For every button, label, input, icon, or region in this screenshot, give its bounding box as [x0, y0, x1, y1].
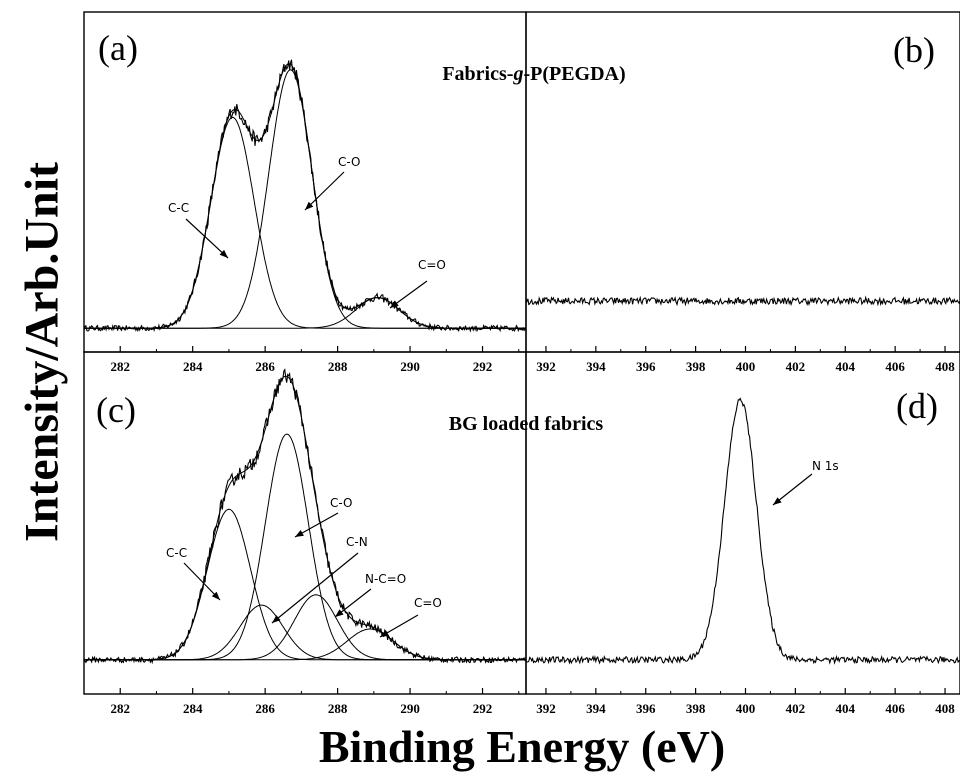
panel-d: 392 394 396 398 400 402 404 406 408 (d) N 1s — [525, 351, 960, 716]
panel-c-xtick-label-292: 292 — [473, 701, 493, 716]
panel-b-xtick-label-398: 398 — [686, 359, 706, 374]
panel-b-xtick-label-408: 408 — [935, 359, 955, 374]
panel-d-xtick-label-406: 406 — [885, 701, 905, 716]
panel-d-xtick-label-402: 402 — [786, 701, 806, 716]
panel-c-arrow-c-c — [183, 562, 221, 601]
panel-a-peak-c-o — [84, 69, 526, 329]
panel-c-peak-c-n — [84, 604, 526, 661]
panel-c-xtick-label-286: 286 — [255, 701, 275, 716]
panel-c-peak-n-c-o — [84, 594, 526, 661]
panel-b-xtick-label-392: 392 — [536, 359, 556, 374]
panel-c-annotation-c-o: C-O — [330, 496, 353, 510]
panel-a-xtick-label-282: 282 — [110, 359, 130, 374]
panel-c-xtick-label-284: 284 — [183, 701, 203, 716]
panel-c-arrowhead-n-c-o — [335, 609, 344, 617]
panel-c-spectrum — [83, 368, 527, 665]
panel-b-xtick-label-402: 402 — [786, 359, 806, 374]
panel-c-annotation-c-c: C-C — [166, 546, 187, 560]
panel-a-label: (a) — [98, 28, 138, 68]
panel-c-xtick-label-282: 282 — [110, 701, 130, 716]
panel-c-arrowhead-c-c — [211, 591, 220, 600]
panel-d-xtick-label-404: 404 — [836, 701, 856, 716]
panel-c-peak-c-o — [84, 433, 526, 661]
panel-a-peak-c-o — [84, 297, 526, 329]
panel-c-xtick-label-288: 288 — [328, 701, 348, 716]
panel-b-xtick-label-400: 400 — [736, 359, 756, 374]
panel-d-arrowhead-n-1s — [773, 497, 782, 505]
panel-a-title-italic: g — [512, 63, 523, 85]
panel-a-title: Fabrics-g-P(PEGDA) — [442, 63, 625, 85]
panel-b-label: (b) — [893, 30, 935, 70]
panel-b-xtick-label-404: 404 — [836, 359, 856, 374]
panel-c-label: (c) — [96, 390, 136, 430]
panel-a-arrowhead-c-o — [305, 201, 314, 210]
panel-a: 282 284 286 288 290 292 (a) Fabrics-g-P(PEGDA) C… — [83, 11, 626, 374]
panel-b-xtick-label-396: 396 — [636, 359, 656, 374]
panel-c-peak-c-o — [84, 628, 526, 661]
panel-c-frame — [83, 351, 527, 695]
panel-d-label: (d) — [896, 386, 938, 426]
panel-d-xtick-label-394: 394 — [586, 701, 606, 716]
panel-a-xtick-label-292: 292 — [473, 359, 493, 374]
panel-c-xtick-label-290: 290 — [400, 701, 420, 716]
panel-a-annotation-c-c: C-C — [168, 201, 189, 215]
panel-b-xtick-label-406: 406 — [885, 359, 905, 374]
panel-d-xtick-label-400: 400 — [736, 701, 756, 716]
panel-d-xtick-label-408: 408 — [935, 701, 955, 716]
panel-a-arrow-c-o — [304, 171, 345, 211]
panel-a-arrow-c-c — [185, 218, 229, 259]
panel-b-spectrum — [525, 295, 960, 307]
panel-c: 282 284 286 288 290 292(c) BG loaded fabricsC-… — [83, 351, 603, 716]
panel-a-spectrum — [83, 59, 527, 333]
panel-c-arrow-c-n — [271, 552, 359, 624]
panel-b: 392 394 396 398 400 402 404 406 408 (b) — [525, 11, 960, 374]
panel-d-xtick-label-398: 398 — [686, 701, 706, 716]
panel-a-xtick-label-288: 288 — [328, 359, 348, 374]
panel-d-xtick-label-392: 392 — [536, 701, 556, 716]
panel-c-annotation-c-o: C=O — [414, 596, 442, 610]
panel-d-xtick-label-396: 396 — [636, 701, 656, 716]
y-axis-label: Intensity/Arb.Unit — [15, 161, 69, 543]
y-axis-label-container: Intensity/Arb.Unit — [4, 12, 80, 692]
panel-a-arrowhead-c-c — [219, 249, 228, 258]
panel-a-peak-c-c — [84, 116, 526, 329]
panel-a-annotation-c-o: C=O — [418, 258, 446, 272]
panel-c-arrowhead-c-n — [272, 615, 281, 623]
panel-c-arrowhead-c-o — [295, 530, 304, 537]
panel-d-annotation-n-1s: N 1s — [812, 459, 839, 473]
panel-b-xtick-label-394: 394 — [586, 359, 606, 374]
panel-a-fit-envelope — [84, 63, 526, 329]
panel-d-frame — [525, 351, 960, 695]
panel-d-spectrum — [525, 397, 960, 665]
panel-c-annotation-c-n: C-N — [346, 535, 368, 549]
panel-c-arrowhead-c-o — [380, 629, 389, 637]
panel-c-annotation-n-c-o: N-C=O — [365, 572, 406, 586]
panel-a-xtick-label-284: 284 — [183, 359, 203, 374]
panel-a-arrowhead-c-o — [390, 300, 399, 308]
panel-a-annotation-c-o: C-O — [338, 155, 361, 169]
panel-a-xtick-label-286: 286 — [255, 359, 275, 374]
panel-a-xtick-label-290: 290 — [400, 359, 420, 374]
x-axis-label: Binding Energy (eV) — [318, 721, 726, 772]
